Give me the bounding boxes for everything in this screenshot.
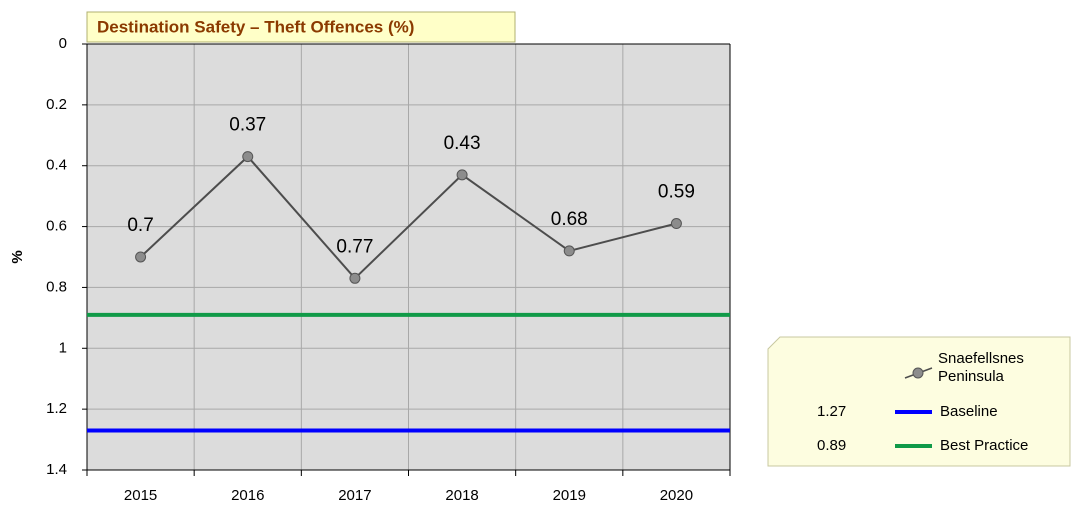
x-tick-label: 2017 [338, 487, 371, 504]
data-label: 0.7 [127, 215, 153, 236]
data-label: 0.68 [551, 209, 588, 230]
data-label: 0.59 [658, 182, 695, 203]
y-tick-label: 0.8 [46, 278, 67, 295]
x-tick-label: 2018 [445, 487, 478, 504]
data-line [139, 155, 677, 280]
data-label: 0.77 [336, 236, 373, 257]
data-point [563, 245, 575, 257]
data-point [242, 151, 254, 163]
data-label: 0.37 [229, 115, 266, 136]
legend-marker-icon [912, 367, 924, 379]
y-tick-label: 0.4 [46, 157, 67, 174]
data-label: 0.43 [444, 133, 481, 154]
legend-value: 0.89 [817, 437, 846, 454]
y-tick-label: 1.2 [46, 400, 67, 417]
x-tick-label: 2019 [553, 487, 586, 504]
data-point [670, 218, 682, 230]
y-tick-label: 0.6 [46, 218, 67, 235]
legend-label: Baseline [940, 403, 998, 420]
y-tick-label: 0.2 [46, 96, 67, 113]
legend-value: 1.27 [817, 403, 846, 420]
title-box [86, 11, 516, 43]
x-tick-label: 2015 [124, 487, 157, 504]
y-axis-label: % [9, 250, 26, 263]
x-tick-label: 2016 [231, 487, 264, 504]
y-tick-label: 0 [59, 35, 67, 52]
data-point [456, 169, 468, 181]
data-point [135, 251, 147, 263]
data-point [349, 272, 361, 284]
y-tick-label: 1 [59, 339, 67, 356]
y-tick-label: 1.4 [46, 461, 67, 478]
x-tick-label: 2020 [660, 487, 693, 504]
legend-label-box: Snaefellsnes Peninsula [938, 350, 1024, 385]
legend-box [767, 336, 1071, 467]
chart-title: Destination Safety – Theft Offences (%) [97, 17, 414, 36]
legend-label: Snaefellsnes Peninsula [938, 350, 1024, 385]
legend-label: Best Practice [940, 437, 1028, 454]
